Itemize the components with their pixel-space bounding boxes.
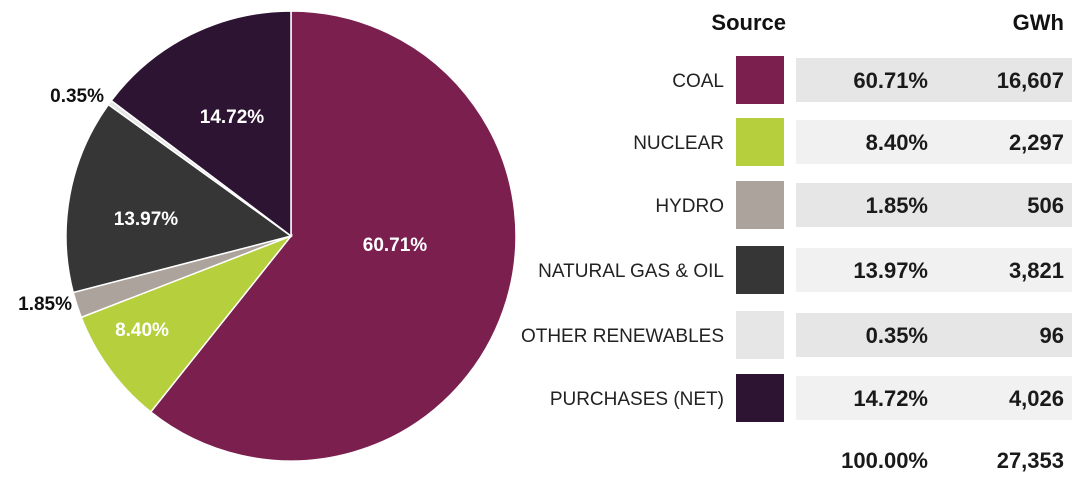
table-row-hydro: HYDRO 1.85% 506 xyxy=(0,181,1076,231)
table-row-coal: COAL 60.71% 16,607 xyxy=(0,56,1076,106)
row-percent: 60.71% xyxy=(853,68,928,94)
row-gwh: 3,821 xyxy=(1009,258,1064,284)
total-percent: 100.00% xyxy=(841,448,928,474)
table-header-gwh: GWh xyxy=(1013,10,1064,36)
row-gwh: 506 xyxy=(1027,193,1064,219)
table-header-source: Source xyxy=(711,10,786,36)
row-label: NUCLEAR xyxy=(633,133,724,155)
row-label: HYDRO xyxy=(655,196,724,218)
color-swatch xyxy=(736,374,784,422)
table-row-nuclear: NUCLEAR 8.40% 2,297 xyxy=(0,118,1076,168)
row-percent: 0.35% xyxy=(866,323,928,349)
row-label: COAL xyxy=(672,71,724,93)
color-swatch xyxy=(736,181,784,229)
row-percent: 1.85% xyxy=(866,193,928,219)
table-row-purchases-net: PURCHASES (NET) 14.72% 4,026 xyxy=(0,374,1076,424)
row-band xyxy=(796,313,1072,357)
row-gwh: 4,026 xyxy=(1009,386,1064,412)
row-percent: 13.97% xyxy=(853,258,928,284)
row-gwh: 16,607 xyxy=(997,68,1064,94)
table-row-natural-gas-oil: NATURAL GAS & OIL 13.97% 3,821 xyxy=(0,246,1076,296)
color-swatch xyxy=(736,56,784,104)
row-label: OTHER RENEWABLES xyxy=(521,326,724,348)
row-label: NATURAL GAS & OIL xyxy=(538,261,724,283)
row-label: PURCHASES (NET) xyxy=(550,389,724,411)
row-percent: 14.72% xyxy=(853,386,928,412)
color-swatch xyxy=(736,118,784,166)
row-gwh: 2,297 xyxy=(1009,130,1064,156)
color-swatch xyxy=(736,246,784,294)
row-gwh: 96 xyxy=(1040,323,1064,349)
table-row-other-renewables: OTHER RENEWABLES 0.35% 96 xyxy=(0,311,1076,361)
totals-row: 100.00% 27,353 xyxy=(0,448,1076,478)
row-percent: 8.40% xyxy=(866,130,928,156)
color-swatch xyxy=(736,311,784,359)
total-gwh: 27,353 xyxy=(997,448,1064,474)
